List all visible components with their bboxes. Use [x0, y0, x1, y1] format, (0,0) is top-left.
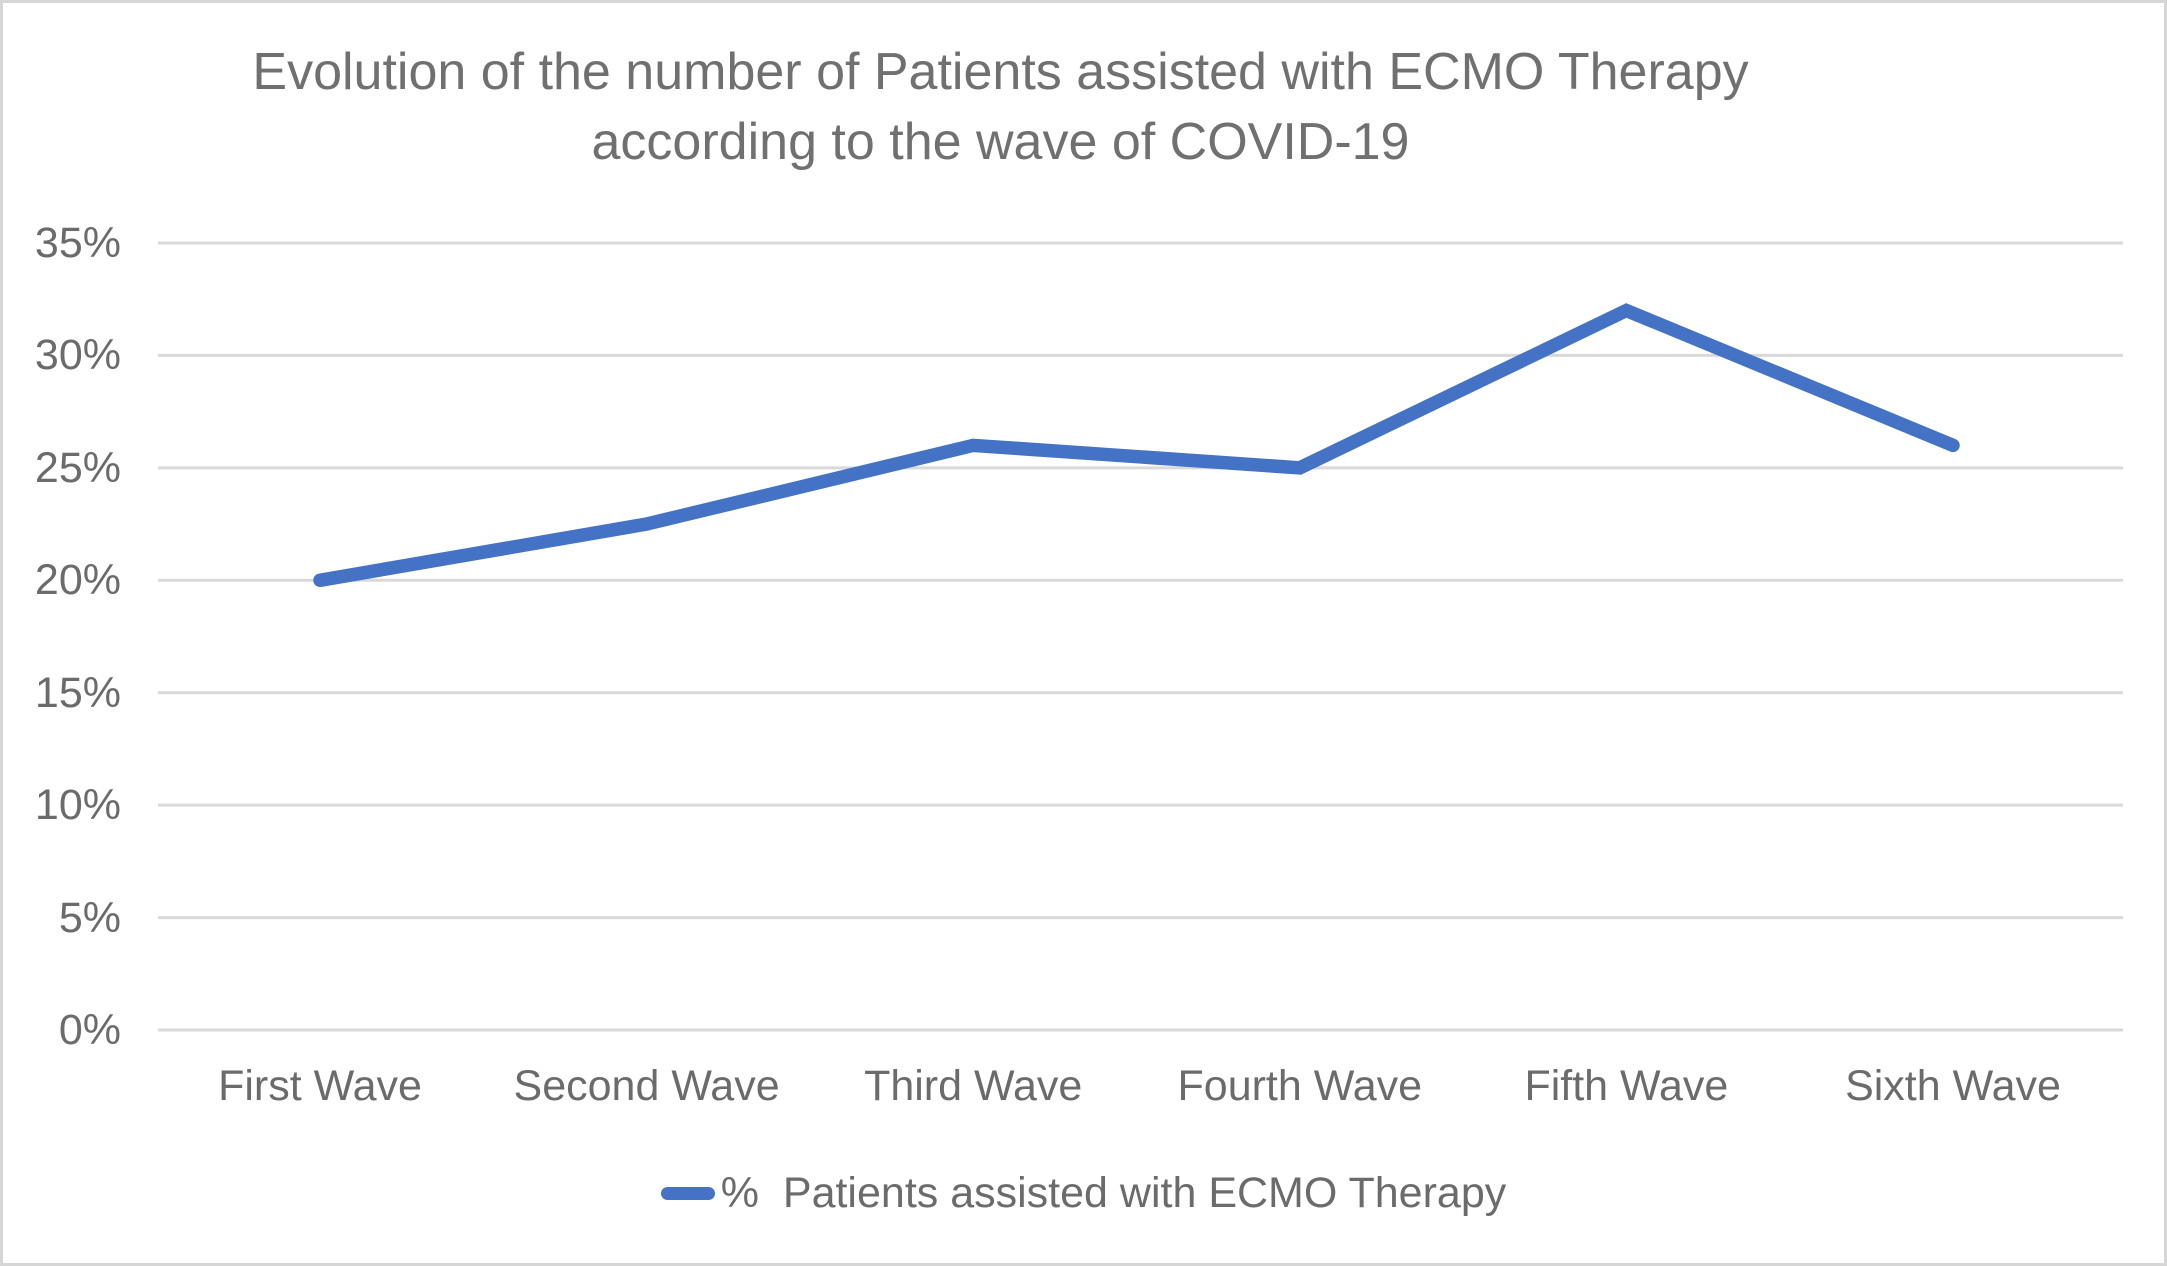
y-axis-tick-label: 5% — [58, 893, 121, 942]
data-line-series — [313, 303, 1960, 588]
x-axis-category-label: Sixth Wave — [1845, 1062, 2061, 1110]
legend-series-label: % Patients assisted with ECMO Therapy — [720, 1168, 1507, 1217]
legend: % Patients assisted with ECMO Therapy — [3, 1163, 2164, 1223]
y-axis-tick-label: 20% — [34, 556, 121, 605]
y-axis-tick-label: 15% — [34, 668, 121, 717]
y-axis-tick-label: 30% — [34, 331, 121, 380]
y-axis-tick-label: 35% — [34, 219, 121, 267]
chart-title-line-2: according to the wave of COVID-19 — [591, 113, 1410, 171]
x-axis-category-label: Fourth Wave — [1177, 1062, 1423, 1110]
y-axis-tick-label: 25% — [34, 443, 121, 492]
x-axis-category-label: Third Wave — [864, 1062, 1083, 1110]
plot-area — [158, 241, 2123, 1032]
chart-title: Evolution of the number of Patients assi… — [3, 37, 2164, 177]
x-axis-category-label: Fifth Wave — [1524, 1062, 1729, 1110]
y-axis-tick-label: 0% — [58, 1006, 121, 1054]
y-axis-tick-label: 10% — [34, 781, 121, 830]
x-axis-category-label: Second Wave — [513, 1062, 780, 1110]
chart-title-line-1: Evolution of the number of Patients assi… — [252, 43, 1749, 101]
legend-line-swatch-icon — [660, 1186, 715, 1200]
x-axis-category-label: First Wave — [218, 1062, 422, 1110]
